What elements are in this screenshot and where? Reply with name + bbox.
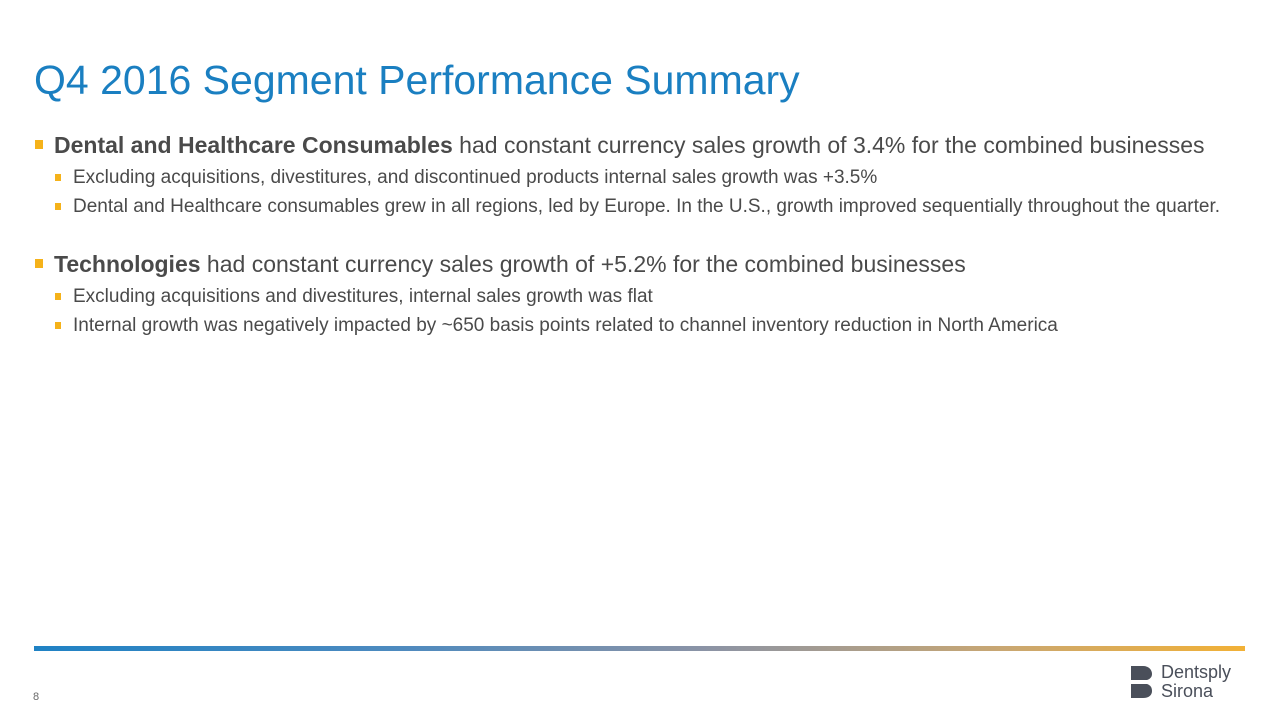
bullet-square-icon — [55, 203, 61, 210]
bullet-text: had constant currency sales growth of 3.… — [452, 132, 1205, 158]
dentsply-sirona-logo: Dentsply Sirona — [1128, 662, 1250, 702]
bullet-square-icon — [35, 259, 43, 268]
logo-line-1: Dentsply — [1161, 662, 1232, 682]
bullet-square-icon — [55, 322, 61, 329]
logo-mark-icon — [1131, 666, 1152, 698]
slide-title: Q4 2016 Segment Performance Summary — [34, 57, 800, 103]
sub-bullet-text: Dental and Healthcare consumables grew i… — [73, 196, 1220, 217]
sub-bullet: Internal growth was negatively impacted … — [34, 314, 1254, 338]
bullet-technologies: Technologies had constant currency sales… — [34, 249, 1254, 280]
sub-bullet: Excluding acquisitions and divestitures,… — [34, 285, 1254, 309]
bullet-square-icon — [35, 140, 43, 149]
sub-bullet: Excluding acquisitions, divestitures, an… — [34, 166, 1254, 190]
bullet-text: had constant currency sales growth of +5… — [200, 251, 966, 277]
bullet-square-icon — [55, 293, 61, 300]
footer-gradient-rule — [34, 646, 1245, 651]
sub-bullet-text: Internal growth was negatively impacted … — [73, 315, 1058, 336]
bullet-heading: Dental and Healthcare Consumables — [54, 132, 453, 158]
logo-line-2: Sirona — [1161, 681, 1214, 701]
sub-bullet-text: Excluding acquisitions, divestitures, an… — [73, 167, 878, 188]
sub-bullet: Dental and Healthcare consumables grew i… — [34, 195, 1254, 219]
bullet-consumables: Dental and Healthcare Consumables had co… — [34, 130, 1254, 161]
bullet-list: Dental and Healthcare Consumables had co… — [34, 130, 1254, 338]
page-number: 8 — [33, 691, 40, 703]
bullet-heading: Technologies — [54, 251, 201, 277]
logo-wordmark: Dentsply Sirona — [1161, 663, 1231, 701]
bullet-square-icon — [55, 174, 61, 181]
sub-bullet-text: Excluding acquisitions and divestitures,… — [73, 286, 653, 307]
